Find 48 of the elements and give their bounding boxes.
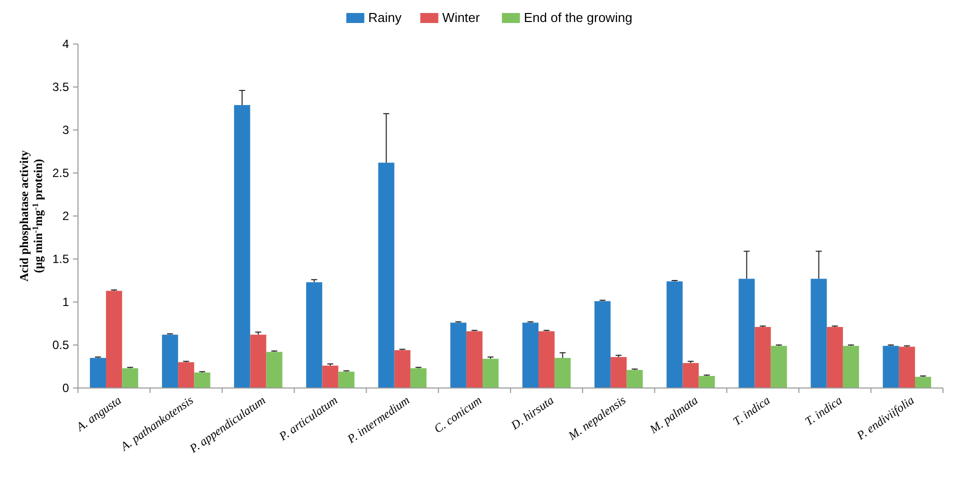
bar (162, 334, 178, 388)
legend-label: End of the growing (524, 10, 632, 25)
bar (754, 326, 771, 388)
bar (250, 334, 266, 388)
bar (610, 357, 627, 388)
bar (738, 278, 755, 388)
bar (810, 278, 827, 388)
bar (770, 346, 787, 388)
bar (915, 376, 932, 388)
bar (698, 376, 715, 388)
bar (338, 372, 354, 388)
y-tick-label: 2.5 (52, 166, 70, 180)
bar (842, 346, 860, 388)
y-tick-label: 0 (62, 381, 70, 396)
bar (450, 322, 466, 388)
bar (306, 282, 322, 388)
bar (538, 331, 555, 388)
y-tick-label: 3 (62, 123, 70, 138)
y-tick-label: 3.5 (52, 80, 70, 94)
y-tick-label: 0.5 (52, 338, 70, 352)
bar (90, 358, 106, 388)
bar (378, 162, 394, 388)
bar (394, 350, 410, 388)
y-tick-label: 2 (62, 209, 70, 224)
bar (594, 301, 611, 388)
y-tick-label: 4 (62, 37, 70, 52)
bar (522, 322, 538, 388)
bar (106, 290, 122, 388)
bar (122, 368, 138, 388)
bar (666, 281, 683, 388)
bar (410, 368, 427, 388)
y-tick-label: 1.5 (52, 252, 70, 266)
bar (482, 358, 499, 388)
bar (466, 331, 483, 388)
bar (322, 366, 338, 388)
bar (554, 358, 571, 388)
bar (626, 370, 643, 388)
bar (194, 372, 210, 388)
bar (178, 362, 194, 388)
bar (682, 363, 699, 388)
bar (882, 346, 899, 388)
bar (266, 352, 282, 388)
bar (826, 326, 843, 388)
legend-label: Winter (442, 10, 481, 25)
y-tick-label: 1 (62, 295, 70, 310)
bar (234, 105, 250, 388)
bar (898, 346, 916, 388)
legend-label: Rainy (368, 10, 402, 25)
